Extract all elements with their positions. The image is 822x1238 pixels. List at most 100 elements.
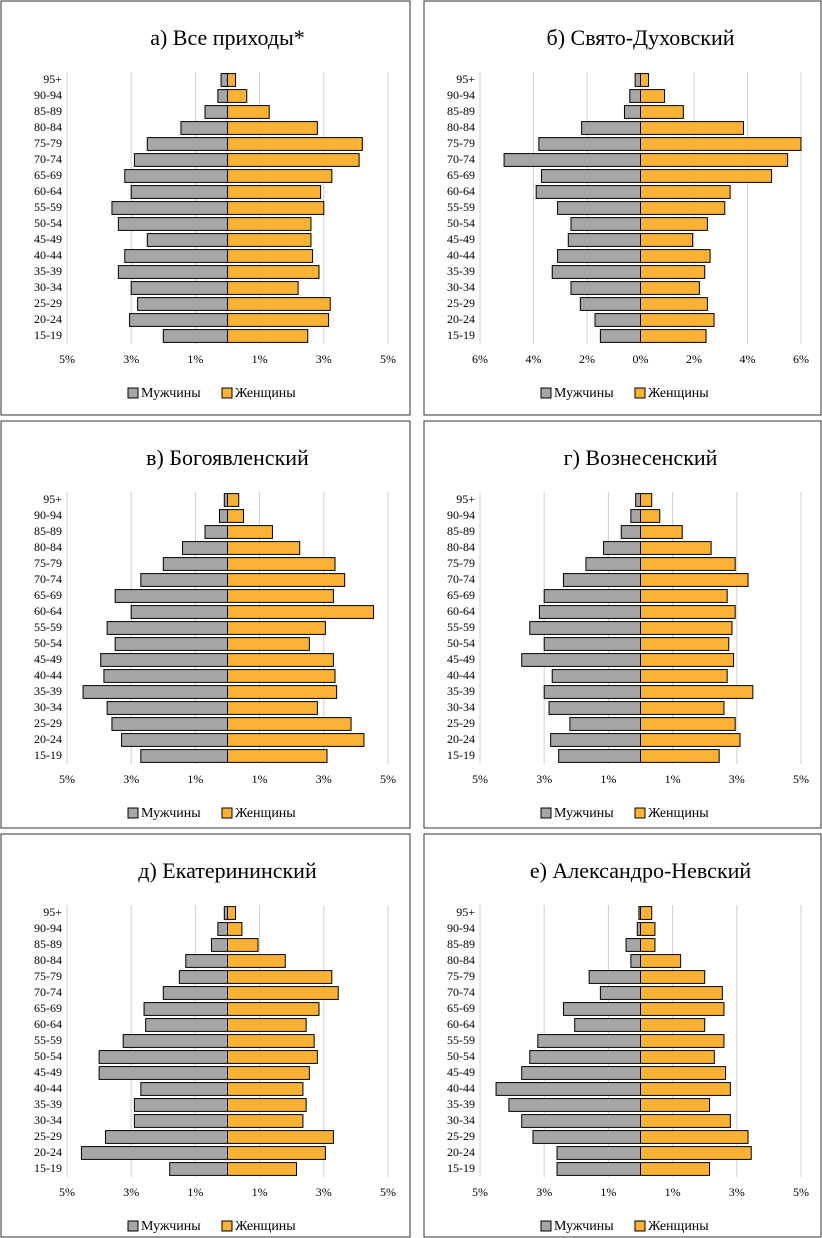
x-tick-label: 1%: [600, 772, 616, 786]
bar: [227, 1114, 304, 1128]
x-tick-label: 6%: [793, 352, 809, 366]
y-tick-label: 25-29: [34, 296, 62, 310]
bar: [227, 233, 312, 247]
y-tick-label: 30-34: [34, 700, 62, 714]
bar: [640, 313, 715, 327]
bar: [227, 733, 365, 747]
bar: [227, 954, 286, 968]
bar: [130, 605, 228, 619]
y-tick-label: 85-89: [447, 104, 475, 118]
bar: [594, 313, 641, 327]
bar: [227, 297, 331, 311]
y-tick-label: 35-39: [447, 264, 475, 278]
x-tick-label: 5%: [59, 1185, 75, 1199]
bar: [620, 525, 642, 539]
bar: [537, 1034, 641, 1048]
bar: [227, 1082, 304, 1096]
panel: г) Вознесенский 5% 3% 1% 1% 3% 5% 95+ 90-94 85-89…: [447, 445, 809, 821]
y-tick-label: 50-54: [447, 636, 475, 650]
y-tick-label: 80-84: [447, 540, 475, 554]
y-tick-label: 85-89: [34, 524, 62, 538]
bar: [562, 1002, 642, 1016]
bar: [640, 1146, 752, 1160]
chart-title: а) Все приходы*: [150, 25, 305, 50]
y-tick-label: 90-94: [34, 88, 62, 102]
y-tick-label: 55-59: [447, 200, 475, 214]
panel-frame: [0, 420, 411, 829]
x-tick-label: 5%: [380, 1185, 396, 1199]
y-tick-label: 30-34: [447, 1113, 475, 1127]
panel-frame: [0, 833, 411, 1238]
bar: [640, 105, 684, 119]
x-tick-label: 3%: [729, 772, 745, 786]
bar: [603, 541, 642, 555]
bar: [640, 589, 728, 603]
bar: [133, 1098, 228, 1112]
y-tick-label: 70-74: [34, 152, 62, 166]
y-tick-label: 70-74: [34, 572, 62, 586]
bar: [551, 265, 642, 279]
bar: [217, 922, 228, 936]
bar: [640, 954, 682, 968]
legend-swatch: [127, 1220, 139, 1232]
y-tick-label: 15-19: [447, 748, 475, 762]
x-tick-label: 5%: [793, 1185, 809, 1199]
bar: [111, 201, 228, 215]
bar: [217, 89, 228, 103]
bar: [137, 297, 228, 311]
bar: [227, 1130, 334, 1144]
bar: [105, 1130, 228, 1144]
bar: [640, 1162, 711, 1176]
y-tick-label: 60-64: [34, 1017, 62, 1031]
bar: [630, 509, 641, 523]
y-tick-label: 70-74: [34, 985, 62, 999]
y-tick-label: 45-49: [34, 232, 62, 246]
bar: [625, 938, 641, 952]
bar: [588, 970, 641, 984]
x-tick-label: 3%: [536, 772, 552, 786]
bar: [130, 281, 228, 295]
bar: [640, 73, 650, 87]
y-tick-label: 55-59: [34, 1033, 62, 1047]
legend-swatch: [540, 387, 552, 399]
chart-title: б) Свято-Духовский: [547, 25, 735, 50]
bar: [640, 922, 656, 936]
bar: [133, 153, 228, 167]
bar: [162, 557, 228, 571]
y-tick-label: 75-79: [34, 969, 62, 983]
y-tick-label: 95+: [43, 492, 62, 506]
bar: [640, 938, 656, 952]
y-tick-label: 40-44: [447, 248, 475, 262]
bar: [640, 265, 706, 279]
bar: [640, 669, 728, 683]
bar: [640, 1018, 706, 1032]
bar: [640, 605, 736, 619]
legend-swatch: [127, 387, 139, 399]
y-tick-label: 40-44: [34, 248, 62, 262]
bar: [227, 1098, 307, 1112]
y-tick-label: 75-79: [447, 136, 475, 150]
bar: [182, 541, 228, 555]
bar: [640, 1114, 731, 1128]
bar: [640, 169, 773, 183]
bar: [599, 329, 641, 343]
bar: [210, 938, 228, 952]
bar: [532, 1130, 641, 1144]
y-tick-label: 65-69: [447, 1001, 475, 1015]
bar: [640, 297, 708, 311]
y-tick-label: 35-39: [34, 1097, 62, 1111]
chart-title: г) Вознесенский: [564, 445, 718, 470]
x-tick-label: 4%: [740, 352, 756, 366]
bar: [640, 970, 706, 984]
y-tick-label: 50-54: [34, 216, 62, 230]
x-tick-label: 6%: [472, 352, 488, 366]
bar: [114, 637, 228, 651]
bar: [227, 281, 299, 295]
y-tick-label: 90-94: [34, 921, 62, 935]
y-tick-label: 70-74: [447, 572, 475, 586]
legend-swatch: [221, 807, 233, 819]
bar: [635, 493, 641, 507]
x-tick-label: 3%: [316, 352, 332, 366]
legend-label: Мужчины: [141, 386, 201, 401]
